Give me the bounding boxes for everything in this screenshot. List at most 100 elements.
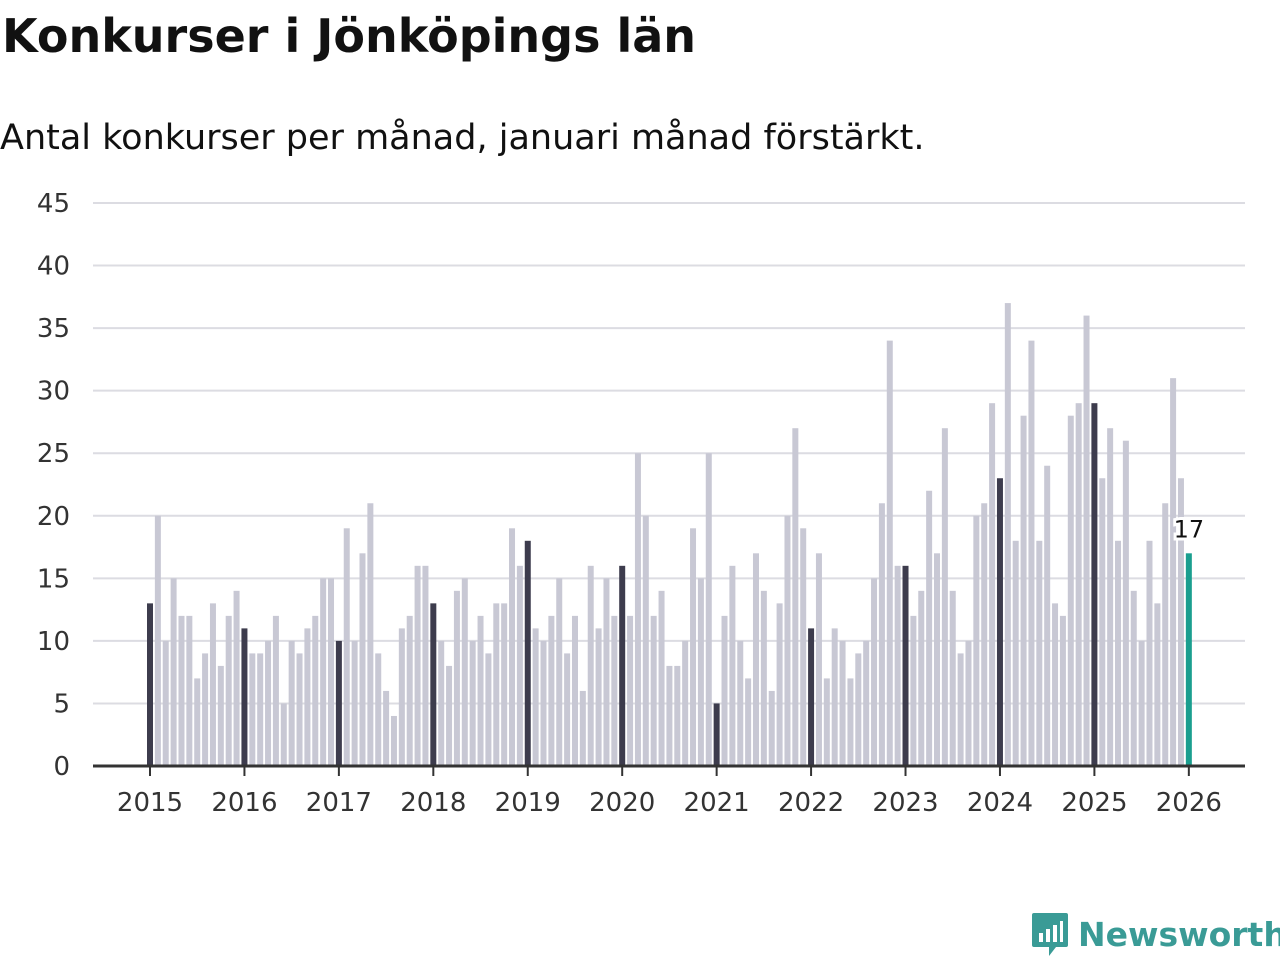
bar: [162, 640, 169, 766]
bar: [1036, 540, 1043, 766]
bar: [1099, 478, 1106, 766]
bar: [910, 615, 917, 766]
bar: [941, 428, 948, 766]
bar: [658, 590, 665, 766]
newsworthy-logo: Newsworthy: [1030, 908, 1280, 960]
bar-january: [1091, 403, 1098, 766]
bar: [328, 578, 335, 766]
bar-january: [524, 540, 531, 766]
x-tick-label: 2018: [400, 788, 466, 818]
bar: [202, 653, 209, 766]
bar-january: [241, 628, 248, 766]
bar-chart-speech-bubble-icon: [1032, 913, 1068, 956]
bar: [729, 565, 736, 766]
bar: [1146, 540, 1153, 766]
bar: [1044, 465, 1051, 766]
bar: [375, 653, 382, 766]
x-tick-label: 2021: [684, 788, 750, 818]
bar: [1075, 403, 1082, 766]
bar: [926, 490, 933, 766]
bar: [383, 690, 390, 766]
bar-january: [996, 478, 1003, 766]
bar: [792, 428, 799, 766]
bar: [871, 578, 878, 766]
bar: [249, 653, 256, 766]
bar: [1067, 415, 1074, 766]
bar: [1083, 315, 1090, 766]
bar: [154, 515, 161, 766]
bar: [831, 628, 838, 766]
chart-subtitle: Antal konkurser per månad, januari månad…: [0, 118, 925, 158]
bar: [1154, 603, 1161, 766]
bar: [1004, 303, 1011, 766]
bar: [863, 640, 870, 766]
brand-name: Newsworthy: [1078, 914, 1280, 954]
bar: [965, 640, 972, 766]
y-tick-label: 35: [37, 314, 70, 344]
bar: [1012, 540, 1019, 766]
bar: [776, 603, 783, 766]
bar: [1170, 378, 1177, 766]
bar: [949, 590, 956, 766]
bar: [1138, 640, 1145, 766]
bar: [1115, 540, 1122, 766]
bar: [1028, 340, 1035, 766]
bar-january: [619, 565, 626, 766]
bar: [477, 615, 484, 766]
bar: [516, 565, 523, 766]
bar: [705, 453, 712, 766]
bar: [737, 640, 744, 766]
bar: [682, 640, 689, 766]
bar: [485, 653, 492, 766]
bar: [800, 528, 807, 766]
bar: [815, 553, 822, 766]
y-tick-label: 10: [37, 627, 70, 657]
y-tick-label: 20: [37, 502, 70, 532]
bar: [721, 615, 728, 766]
y-axis-tick-labels: 0 5 10 15 20 25 30 35 40 45: [37, 189, 70, 782]
x-axis-tick-labels: 2015 2016 2017 2018 2019 2020 2021 2022 2023 2024…: [117, 766, 1222, 818]
bar: [532, 628, 539, 766]
bars: [147, 303, 1192, 766]
x-tick-label: 2025: [1061, 788, 1127, 818]
y-tick-label: 0: [53, 752, 70, 782]
bar: [1130, 590, 1137, 766]
bar: [194, 678, 201, 766]
bar: [296, 653, 303, 766]
bar: [367, 503, 374, 766]
bar: [855, 653, 862, 766]
bar: [209, 603, 216, 766]
bar: [446, 665, 453, 766]
bar: [697, 578, 704, 766]
bar: [225, 615, 232, 766]
bar: [611, 615, 618, 766]
bar: [288, 640, 295, 766]
bar: [422, 565, 429, 766]
x-tick-label: 2016: [211, 788, 277, 818]
bar: [1059, 615, 1066, 766]
bar: [627, 615, 634, 766]
x-tick-label: 2017: [306, 788, 372, 818]
bar: [351, 640, 358, 766]
bar: [453, 590, 460, 766]
bar: [595, 628, 602, 766]
y-tick-label: 30: [37, 377, 70, 407]
bar: [398, 628, 405, 766]
bar: [265, 640, 272, 766]
x-tick-label: 2023: [872, 788, 938, 818]
y-tick-label: 5: [53, 689, 70, 719]
bar: [556, 578, 563, 766]
bar: [469, 640, 476, 766]
bar: [186, 615, 193, 766]
bar: [579, 690, 586, 766]
bar: [343, 528, 350, 766]
bar: [170, 578, 177, 766]
bar: [233, 590, 240, 766]
bar: [760, 590, 767, 766]
y-tick-label: 25: [37, 439, 70, 469]
bar: [1107, 428, 1114, 766]
y-tick-label: 15: [37, 564, 70, 594]
bar: [642, 515, 649, 766]
bar: [571, 615, 578, 766]
